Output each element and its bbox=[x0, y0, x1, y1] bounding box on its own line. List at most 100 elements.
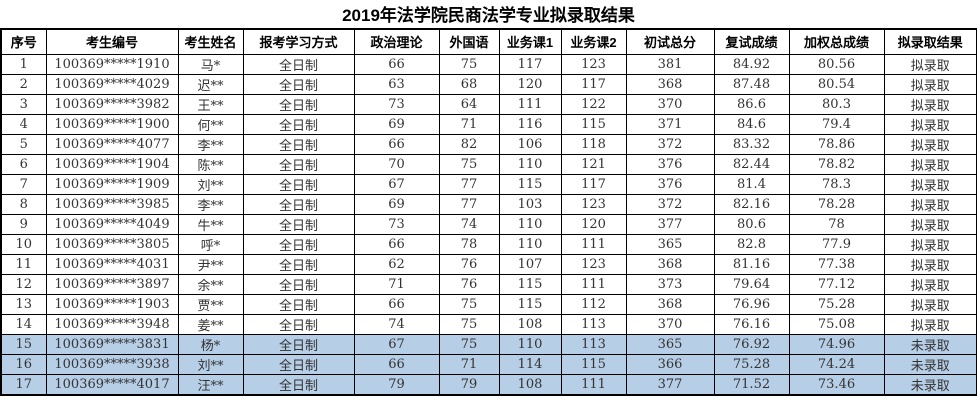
table-row: 11 100369*****4031 尹** 全日制 62 76 107 123 368 81.1… bbox=[0, 253, 977, 275]
table-cell: 全日制 bbox=[242, 373, 355, 395]
table-cell: 63 bbox=[353, 73, 440, 95]
table-cell: 368 bbox=[625, 253, 715, 275]
table-cell: 77 bbox=[438, 173, 500, 195]
table-cell: 78 bbox=[788, 213, 885, 235]
table-cell: 376 bbox=[625, 173, 715, 195]
table-cell: 123 bbox=[560, 253, 627, 275]
table-cell: 66 bbox=[353, 233, 440, 255]
table-cell: 110 bbox=[498, 233, 562, 255]
status-cell: 拟录取 bbox=[883, 133, 977, 155]
table-cell: 82.8 bbox=[713, 233, 790, 255]
table-cell: 全日制 bbox=[242, 113, 355, 135]
table-cell: 115 bbox=[498, 173, 562, 195]
table-cell: 77 bbox=[438, 193, 500, 215]
table-cell: 杨* bbox=[177, 333, 244, 355]
table-cell: 86.6 bbox=[713, 93, 790, 115]
table-cell: 84.92 bbox=[713, 53, 790, 75]
table-cell: 83.32 bbox=[713, 133, 790, 155]
table-cell: 75.28 bbox=[788, 293, 885, 315]
table-cell: 120 bbox=[498, 73, 562, 95]
table-cell: 100369*****4029 bbox=[45, 73, 179, 95]
table-cell: 李** bbox=[177, 193, 244, 215]
table-cell: 370 bbox=[625, 93, 715, 115]
table-cell: 余** bbox=[177, 273, 244, 295]
table-cell: 108 bbox=[498, 373, 562, 395]
status-cell: 拟录取 bbox=[883, 273, 977, 295]
table-cell: 70 bbox=[353, 153, 440, 175]
table-cell: 全日制 bbox=[242, 193, 355, 215]
table-cell: 呼* bbox=[177, 233, 244, 255]
table-cell: 75 bbox=[438, 313, 500, 335]
column-header: 业务课2 bbox=[560, 28, 627, 55]
table-cell: 381 bbox=[625, 53, 715, 75]
table-cell: 100369*****3982 bbox=[45, 93, 179, 115]
table-cell: 3 bbox=[0, 93, 47, 115]
table-cell: 376 bbox=[625, 153, 715, 175]
table-cell: 67 bbox=[353, 173, 440, 195]
table-cell: 122 bbox=[560, 93, 627, 115]
table-cell: 全日制 bbox=[242, 273, 355, 295]
status-cell: 拟录取 bbox=[883, 233, 977, 255]
table-cell: 76.92 bbox=[713, 333, 790, 355]
table-cell: 74 bbox=[353, 313, 440, 335]
table-row: 5 100369*****4077 李** 全日制 66 82 106 118 372 83.32… bbox=[0, 133, 977, 155]
table-cell: 78.28 bbox=[788, 193, 885, 215]
table-cell: 80.3 bbox=[788, 93, 885, 115]
table-cell: 110 bbox=[498, 213, 562, 235]
table-cell: 15 bbox=[0, 333, 47, 355]
table-cell: 79.4 bbox=[788, 113, 885, 135]
table-cell: 365 bbox=[625, 233, 715, 255]
table-cell: 100369*****1900 bbox=[45, 113, 179, 135]
table-cell: 100369*****1910 bbox=[45, 53, 179, 75]
table-cell: 100369*****3985 bbox=[45, 193, 179, 215]
column-header: 复试成绩 bbox=[713, 28, 790, 55]
page-title: 2019年法学院民商法学专业拟录取结果 bbox=[342, 6, 635, 25]
table-cell: 13 bbox=[0, 293, 47, 315]
table-cell: 80.56 bbox=[788, 53, 885, 75]
table-cell: 114 bbox=[498, 353, 562, 375]
status-cell: 未录取 bbox=[883, 373, 977, 395]
table-cell: 全日制 bbox=[242, 73, 355, 95]
table-cell: 100369*****1904 bbox=[45, 153, 179, 175]
table-cell: 贾** bbox=[177, 293, 244, 315]
table-cell: 107 bbox=[498, 253, 562, 275]
table-cell: 106 bbox=[498, 133, 562, 155]
table-cell: 365 bbox=[625, 333, 715, 355]
table-cell: 尹** bbox=[177, 253, 244, 275]
table-cell: 69 bbox=[353, 193, 440, 215]
column-header: 政治理论 bbox=[353, 28, 440, 55]
table-cell: 111 bbox=[498, 93, 562, 115]
table-cell: 82 bbox=[438, 133, 500, 155]
table-row: 7 100369*****1909 刘** 全日制 67 77 115 117 376 81.4 7… bbox=[0, 173, 977, 195]
table-cell: 78.82 bbox=[788, 153, 885, 175]
admission-results-table: 序号 考生编号 考生姓名 报考学习方式 政治理论 外国语 业务课1 业务课2 初试总分 复试成绩加… bbox=[0, 28, 977, 396]
table-cell: 115 bbox=[560, 353, 627, 375]
table-cell: 123 bbox=[560, 53, 627, 75]
table-cell: 74.96 bbox=[788, 333, 885, 355]
table-row: 2 100369*****4029 迟** 全日制 63 68 120 117 368 87.48… bbox=[0, 73, 977, 95]
table-cell: 9 bbox=[0, 213, 47, 235]
table-cell: 10 bbox=[0, 233, 47, 255]
status-cell: 拟录取 bbox=[883, 173, 977, 195]
status-cell: 未录取 bbox=[883, 333, 977, 355]
table-cell: 115 bbox=[498, 273, 562, 295]
table-cell: 84.6 bbox=[713, 113, 790, 135]
table-cell: 14 bbox=[0, 313, 47, 335]
table-row: 10 100369*****3805 呼* 全日制 66 78 110 111 365 82.8 7… bbox=[0, 233, 977, 255]
status-cell: 拟录取 bbox=[883, 253, 977, 275]
table-cell: 64 bbox=[438, 93, 500, 115]
table-cell: 78 bbox=[438, 233, 500, 255]
table-cell: 12 bbox=[0, 273, 47, 295]
table-cell: 王** bbox=[177, 93, 244, 115]
table-cell: 372 bbox=[625, 193, 715, 215]
table-cell: 370 bbox=[625, 313, 715, 335]
status-cell: 未录取 bbox=[883, 353, 977, 375]
table-cell: 79 bbox=[353, 373, 440, 395]
table-cell: 100369*****3948 bbox=[45, 313, 179, 335]
table-cell: 62 bbox=[353, 253, 440, 275]
table-cell: 100369*****3938 bbox=[45, 353, 179, 375]
table-cell: 全日制 bbox=[242, 333, 355, 355]
table-row: 3 100369*****3982 王** 全日制 73 64 111 122 370 86.6 8… bbox=[0, 93, 977, 115]
table-cell: 120 bbox=[560, 213, 627, 235]
table-cell: 1 bbox=[0, 53, 47, 75]
